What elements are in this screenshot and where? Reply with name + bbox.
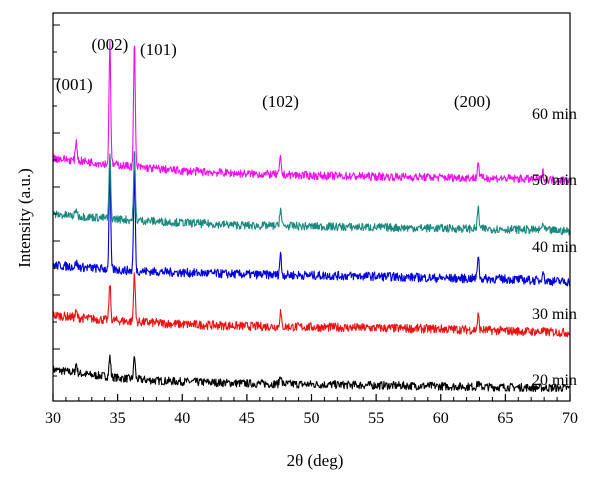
series-line-50-min <box>52 151 571 236</box>
x-tick-label: 55 <box>368 410 384 427</box>
peak-label: (002) <box>91 35 128 54</box>
series-label: 40 min <box>532 239 577 256</box>
peak-label: (200) <box>454 92 491 111</box>
x-tick-label: 60 <box>433 410 449 427</box>
plot-frame <box>52 12 571 402</box>
peak-label: (101) <box>140 40 177 59</box>
peak-labels: (001) (002) (101) (102) (200) <box>56 35 491 111</box>
x-tick-label: 30 <box>45 410 61 427</box>
peak-label: (001) <box>56 75 93 94</box>
y-ticks <box>53 24 60 377</box>
series-label: 60 min <box>532 106 577 123</box>
series-line-60-min <box>52 40 571 185</box>
x-tick-label: 40 <box>174 410 190 427</box>
series-label: 50 min <box>532 172 577 189</box>
x-axis-title: 2θ (deg) <box>287 451 344 470</box>
series-line-20-min <box>52 354 571 393</box>
x-tick-label: 65 <box>497 410 513 427</box>
curves-layer <box>52 40 571 393</box>
series-label: 20 min <box>532 372 577 389</box>
x-ticks: 30 35 40 45 50 55 60 65 70 <box>45 394 578 427</box>
series-line-30-min <box>52 272 571 338</box>
curve-labels: 20 min 30 min 40 min 50 min 60 min <box>532 106 577 389</box>
peak-label: (102) <box>262 92 299 111</box>
series-line-40-min <box>52 167 571 287</box>
x-tick-label: 35 <box>110 410 126 427</box>
y-axis-title: Intensity (a.u.) <box>15 168 34 268</box>
x-tick-label: 50 <box>304 410 320 427</box>
x-tick-label: 70 <box>562 410 578 427</box>
series-label: 30 min <box>532 306 577 323</box>
axes-layer <box>52 12 571 402</box>
x-tick-label: 45 <box>239 410 255 427</box>
